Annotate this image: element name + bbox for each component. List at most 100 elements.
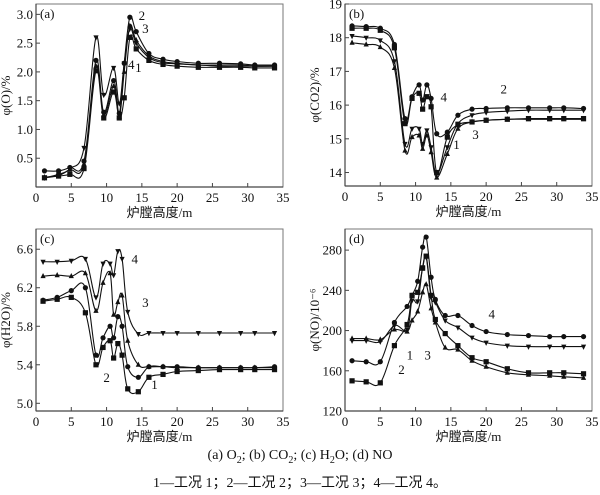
data-point [444, 150, 450, 156]
y-axis-label: φ(CO2)/% [307, 67, 322, 122]
data-point [391, 326, 397, 332]
data-point [271, 331, 278, 337]
series-line [352, 254, 584, 348]
data-point [101, 92, 107, 99]
data-point [402, 147, 408, 153]
data-point [428, 145, 434, 151]
data-point [525, 344, 532, 350]
data-point [54, 259, 60, 265]
data-point [115, 340, 121, 347]
data-point [41, 168, 48, 174]
data-point [100, 344, 106, 351]
x-tick-label: 30 [550, 189, 563, 204]
data-point [363, 35, 369, 41]
series-4 [349, 34, 587, 178]
x-tick-label: 20 [171, 190, 184, 205]
data-point [93, 62, 99, 69]
series-4 [349, 254, 587, 350]
data-point [420, 289, 426, 295]
x-tick-label: 10 [100, 414, 113, 429]
data-point [409, 95, 415, 101]
data-point [561, 344, 567, 350]
series-annotation-4: 4 [128, 57, 135, 72]
data-point [415, 278, 421, 284]
data-point [111, 335, 117, 341]
data-point [121, 61, 127, 67]
data-point [54, 272, 60, 278]
data-point [40, 297, 46, 303]
y-axis-label: φ(NO)/10⁻⁶ [307, 289, 322, 352]
data-point [119, 323, 125, 329]
data-point [82, 310, 88, 316]
data-point [428, 104, 434, 110]
data-point [81, 145, 87, 152]
data-point [525, 371, 532, 377]
series-annotation-2: 2 [139, 8, 146, 23]
chart-panel-c: 0 5 10 15 20 25 30 35 5.0 5.4 5.8 6.2 6.6 炉膛高度/m φ(H2O… [0, 228, 290, 444]
data-point [146, 374, 152, 380]
data-point [428, 305, 434, 311]
data-point [93, 352, 99, 358]
data-point [174, 331, 180, 337]
data-point [252, 64, 258, 70]
data-point [409, 317, 415, 323]
data-point [391, 343, 397, 349]
data-point [195, 367, 201, 374]
data-point [195, 331, 201, 337]
data-point [404, 327, 410, 333]
data-point [580, 344, 587, 350]
data-point [363, 338, 369, 344]
data-point [434, 172, 440, 178]
series-line [42, 282, 275, 378]
data-point [525, 108, 532, 114]
x-tick-label: 25 [515, 189, 528, 204]
data-point [119, 352, 125, 358]
plot-frame [35, 3, 284, 188]
data-point [469, 119, 475, 125]
series-line [351, 35, 584, 175]
data-point [469, 113, 475, 119]
data-point [424, 128, 430, 134]
x-tick-label: 10 [100, 190, 113, 205]
data-point [377, 359, 383, 365]
x-tick-label: 35 [586, 189, 599, 204]
data-point [111, 355, 117, 361]
data-point [409, 298, 415, 304]
data-point [420, 244, 426, 250]
data-point [377, 339, 383, 345]
data-point [402, 121, 408, 127]
x-tick-label: 5 [68, 190, 75, 205]
data-point [420, 265, 426, 271]
data-point [121, 95, 127, 101]
data-point [432, 300, 438, 306]
y-tick-label: 14 [329, 165, 343, 180]
data-point [133, 29, 139, 35]
caption-a: (a) O [207, 448, 237, 463]
series-line [43, 248, 275, 337]
series-annotation-2: 2 [501, 81, 508, 96]
data-point [455, 121, 461, 127]
x-tick-label: 35 [586, 414, 599, 429]
data-point [424, 94, 430, 100]
data-point [416, 126, 422, 132]
data-point [127, 26, 133, 32]
data-point [404, 303, 410, 310]
x-tick-label: 35 [277, 190, 290, 205]
data-point [116, 113, 122, 119]
data-point [82, 270, 88, 276]
panel-label: (d) [349, 231, 364, 246]
data-point [483, 105, 489, 112]
data-point [455, 112, 461, 118]
data-point [420, 106, 426, 112]
data-point [111, 65, 117, 72]
data-point [455, 312, 461, 319]
data-point [547, 333, 553, 340]
y-tick-label: 16 [329, 98, 343, 113]
x-tick-label: 0 [33, 414, 40, 429]
y-tick-label: 3.0 [17, 7, 33, 22]
data-point [580, 333, 587, 340]
y-tick-label: 1.0 [17, 122, 33, 137]
y-tick-label: 200 [323, 323, 343, 338]
data-point [160, 363, 166, 369]
series-line [351, 42, 584, 179]
